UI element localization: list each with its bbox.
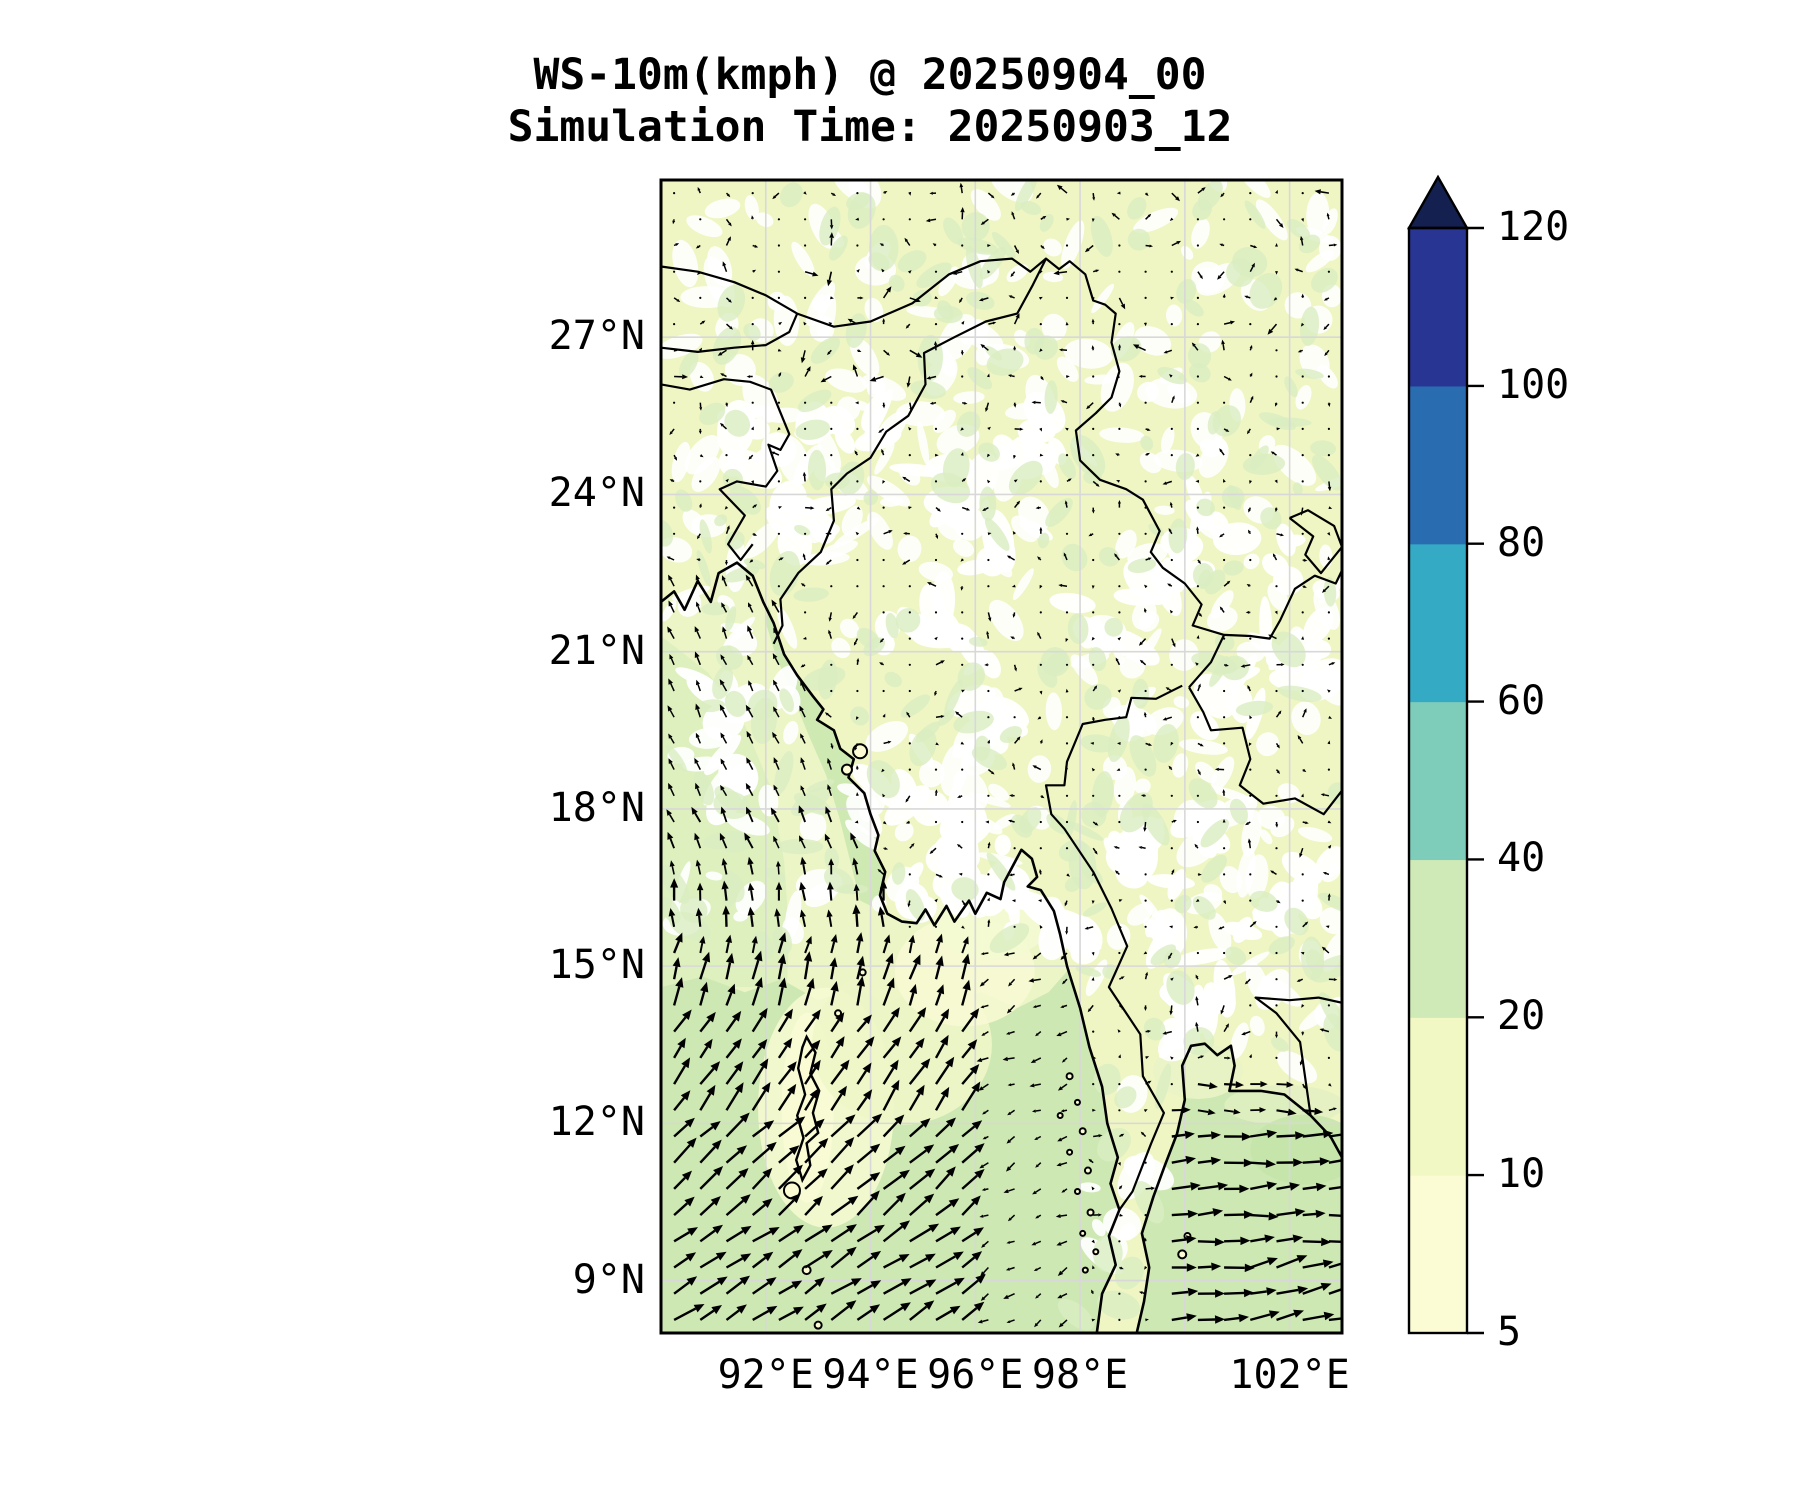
coastlines — [661, 561, 1342, 1333]
colorbar — [1406, 174, 1484, 1335]
colorbar-tick-label: 5 — [1497, 1309, 1522, 1355]
map-area — [661, 180, 1342, 1333]
graticule — [661, 180, 1342, 1333]
colorbar-tick-label: 20 — [1497, 993, 1546, 1040]
lat-tick-label: 21°N — [548, 627, 645, 674]
colorbar-tick-label: 120 — [1497, 204, 1570, 250]
lon-tick-label: 96°E — [927, 1352, 1024, 1398]
page-title: WS-10m(kmph) @ 20250904_00 — [533, 50, 1207, 100]
map-frame — [659, 178, 1344, 1335]
page-subtitle: Simulation Time: 20250903_12 — [507, 102, 1233, 152]
colorbar-over-arrow — [1406, 174, 1470, 230]
lon-tick-label: 94°E — [822, 1352, 919, 1398]
colorbar-tick-label: 40 — [1497, 835, 1546, 882]
lat-tick-label: 12°N — [548, 1099, 645, 1146]
lat-tick-label: 9°N — [572, 1256, 645, 1303]
lon-tick-label: 92°E — [717, 1352, 814, 1398]
lat-tick-label: 15°N — [548, 942, 645, 989]
colorbar-tick-label: 10 — [1497, 1151, 1546, 1198]
colorbar-tick-label: 80 — [1497, 519, 1546, 566]
country-borders — [661, 257, 1342, 1211]
lat-tick-label: 24°N — [548, 470, 645, 517]
lon-tick-label: 102°E — [1229, 1352, 1350, 1398]
colorbar-tick-label: 60 — [1497, 677, 1546, 724]
lat-tick-label: 18°N — [548, 784, 645, 831]
colorbar-tick-label: 100 — [1497, 361, 1570, 408]
lon-tick-label: 98°E — [1031, 1352, 1129, 1398]
andaman-islands — [794, 1034, 821, 1184]
wind-quiver — [666, 182, 1342, 1328]
lat-tick-label: 27°N — [548, 313, 645, 360]
